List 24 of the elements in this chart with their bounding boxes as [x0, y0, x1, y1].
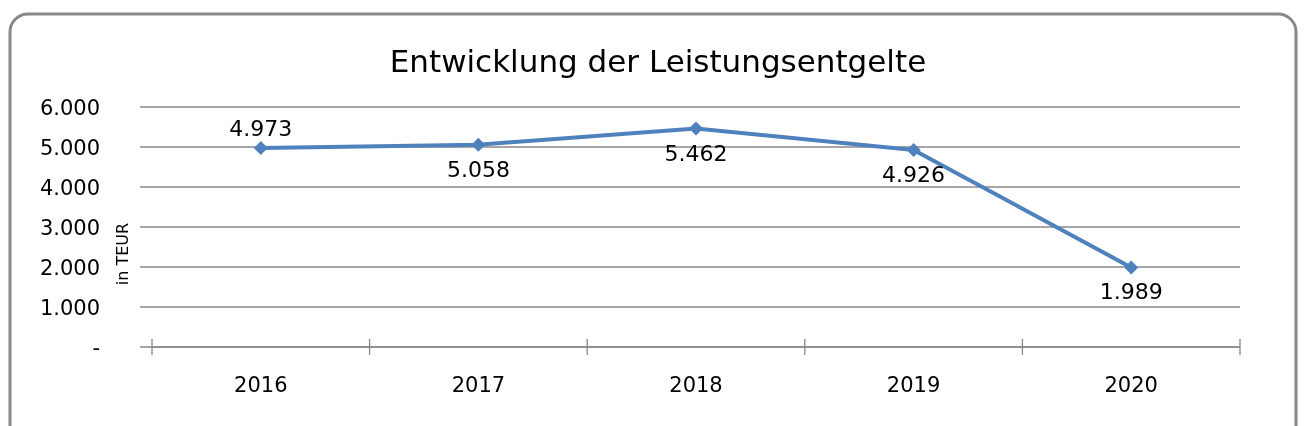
y-axis-title: in TEUR — [113, 222, 132, 286]
data-label: 4.973 — [229, 116, 293, 142]
y-tick-label: 6.000 — [39, 96, 100, 120]
x-tick-label: 2017 — [451, 373, 506, 397]
x-tick-label: 2018 — [669, 373, 723, 397]
y-tick-label: 5.000 — [39, 136, 100, 160]
x-tick-label: 2016 — [234, 373, 288, 397]
data-label: 5.462 — [664, 140, 728, 166]
data-label: 5.058 — [446, 156, 510, 182]
y-tick-label: 1.000 — [39, 296, 100, 320]
point — [471, 137, 486, 152]
y-tick-label: 3.000 — [39, 216, 100, 240]
y-tick-label: - — [92, 336, 100, 360]
x-tick-label: 2020 — [1104, 373, 1158, 397]
y-tick-label: 4.000 — [39, 176, 100, 200]
y-tick-label: 2.000 — [39, 256, 100, 280]
point — [689, 121, 703, 136]
point — [906, 142, 921, 157]
chart-title: Entwicklung der Leistungsentgelte — [389, 43, 927, 79]
x-tick-label: 2019 — [886, 373, 941, 397]
data-label: 1.989 — [1099, 279, 1163, 305]
point — [253, 141, 268, 156]
point — [1124, 260, 1139, 275]
data-label: 4.926 — [882, 161, 946, 187]
